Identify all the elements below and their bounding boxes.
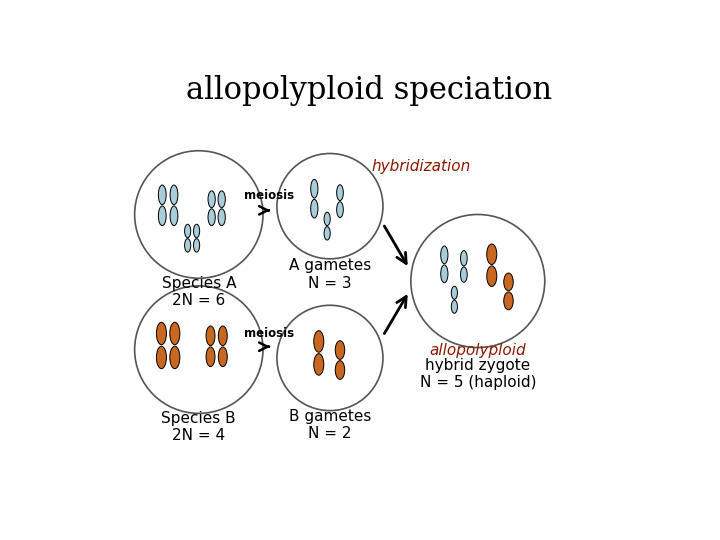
Ellipse shape	[206, 347, 215, 367]
Ellipse shape	[411, 214, 545, 348]
Ellipse shape	[170, 206, 178, 226]
Ellipse shape	[184, 239, 191, 252]
Ellipse shape	[461, 251, 467, 266]
Ellipse shape	[135, 286, 263, 414]
Ellipse shape	[206, 326, 215, 346]
Ellipse shape	[487, 244, 497, 265]
Ellipse shape	[218, 347, 228, 367]
Ellipse shape	[158, 206, 166, 226]
Ellipse shape	[194, 239, 199, 252]
Text: Species B
2N = 4: Species B 2N = 4	[161, 411, 236, 443]
Ellipse shape	[311, 199, 318, 218]
Ellipse shape	[170, 185, 178, 205]
Ellipse shape	[504, 292, 513, 310]
Ellipse shape	[170, 322, 180, 345]
Text: meiosis: meiosis	[244, 327, 294, 340]
Ellipse shape	[170, 346, 180, 369]
Ellipse shape	[184, 224, 191, 238]
Ellipse shape	[504, 273, 513, 291]
Ellipse shape	[156, 346, 166, 369]
Ellipse shape	[324, 227, 330, 240]
Ellipse shape	[451, 300, 457, 313]
Text: A gametes
N = 3: A gametes N = 3	[289, 258, 371, 291]
Ellipse shape	[461, 267, 467, 282]
Ellipse shape	[218, 191, 225, 208]
Ellipse shape	[336, 361, 345, 380]
Ellipse shape	[314, 354, 324, 375]
Text: Species A
2N = 6: Species A 2N = 6	[161, 276, 236, 308]
Ellipse shape	[324, 212, 330, 226]
Text: meiosis: meiosis	[244, 190, 294, 202]
Text: hybridization: hybridization	[372, 159, 471, 174]
Ellipse shape	[487, 266, 497, 287]
Ellipse shape	[337, 185, 343, 201]
Ellipse shape	[451, 286, 457, 299]
Ellipse shape	[277, 153, 383, 259]
Ellipse shape	[194, 224, 199, 238]
Ellipse shape	[311, 179, 318, 198]
Text: allopolyploid speciation: allopolyploid speciation	[186, 75, 552, 106]
Ellipse shape	[441, 246, 448, 264]
Ellipse shape	[218, 326, 228, 346]
Ellipse shape	[158, 185, 166, 205]
Ellipse shape	[277, 305, 383, 410]
Ellipse shape	[336, 341, 345, 360]
Ellipse shape	[156, 322, 166, 345]
Ellipse shape	[314, 330, 324, 352]
Ellipse shape	[337, 202, 343, 218]
Text: hybrid zygote
N = 5 (haploid): hybrid zygote N = 5 (haploid)	[420, 358, 536, 390]
Ellipse shape	[441, 265, 448, 283]
Text: allopolyploid: allopolyploid	[430, 343, 526, 359]
Ellipse shape	[208, 191, 215, 208]
Ellipse shape	[208, 209, 215, 226]
Ellipse shape	[218, 209, 225, 226]
Text: B gametes
N = 2: B gametes N = 2	[289, 409, 371, 442]
Ellipse shape	[135, 151, 263, 278]
